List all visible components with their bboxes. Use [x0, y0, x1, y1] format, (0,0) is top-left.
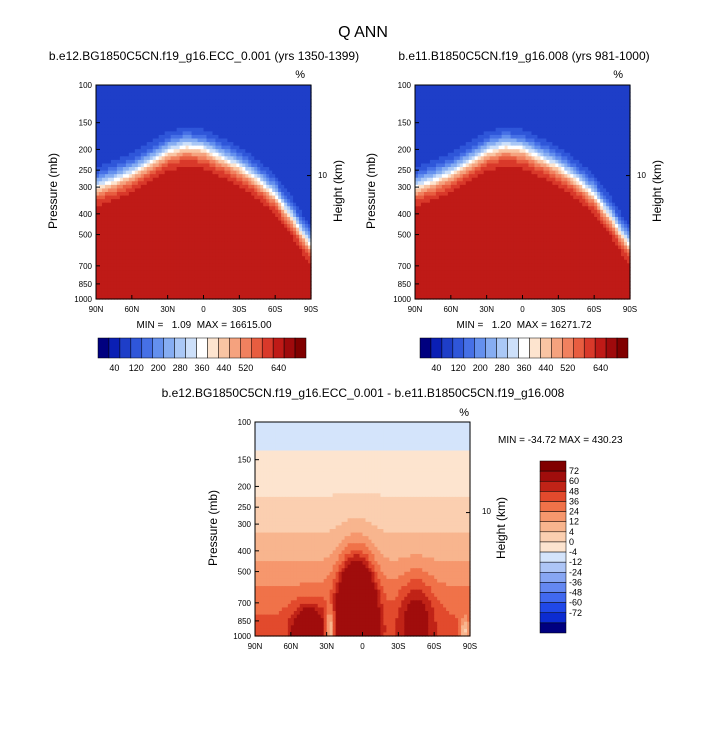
y-tick-label: 500 — [79, 231, 93, 240]
colorbar-swatch — [229, 338, 240, 358]
y-tick-label: 700 — [79, 262, 93, 271]
colorbar-swatch — [175, 338, 186, 358]
colorbar-swatch — [109, 338, 120, 358]
y-tick-label: 400 — [79, 210, 93, 219]
colorbar-swatch — [240, 338, 251, 358]
colorbar-swatch — [98, 338, 109, 358]
colorbar-swatch — [142, 338, 153, 358]
y-tick-label: 150 — [79, 119, 93, 128]
x-tick-label: 30N — [160, 305, 175, 314]
panel-1-stats: MIN = 1.09 MAX = 16615.00 — [136, 320, 272, 331]
colorbar-label: 520 — [238, 363, 253, 373]
panel-2-plot-area — [415, 85, 631, 300]
colorbar-swatch — [131, 338, 142, 358]
panel-1-colorbar: 40 120 200 280 360 440 520 640 — [98, 338, 306, 373]
panel-top-left: b.e12.BG1850C5CN.f19_g16.ECC_0.001 (yrs … — [46, 49, 359, 373]
y-tick-label: 200 — [79, 145, 93, 154]
colorbar-label: 200 — [151, 363, 166, 373]
colorbar-swatch — [153, 338, 164, 358]
colorbar-swatch — [218, 338, 229, 358]
panel-2-units: % — [613, 69, 623, 81]
colorbar-label: 280 — [173, 363, 188, 373]
y-tick-label: 100 — [79, 81, 93, 90]
colorbar-swatch — [273, 338, 284, 358]
panel-1-y2-axis-label: Height (km) — [331, 160, 345, 222]
panel-1-units: % — [295, 69, 305, 81]
panel-1-y2-tick-label: 10 — [318, 171, 327, 180]
colorbar-swatch — [197, 338, 208, 358]
panel-1-y-axis-label: Pressure (mb) — [46, 153, 60, 229]
colorbar-label: 40 — [109, 363, 119, 373]
colorbar-label: 440 — [216, 363, 231, 373]
colorbar-swatch — [207, 338, 218, 358]
colorbar-swatch — [295, 338, 306, 358]
y-tick-label: 1000 — [74, 295, 92, 304]
colorbar-swatch — [284, 338, 295, 358]
y-tick-label: 850 — [79, 280, 93, 289]
x-tick-label: 90S — [304, 305, 318, 314]
x-tick-label: 0 — [201, 305, 206, 314]
colorbar-swatch — [262, 338, 273, 358]
x-tick-label: 90N — [89, 305, 104, 314]
x-tick-label: 60N — [124, 305, 139, 314]
panel-1-title: b.e12.BG1850C5CN.f19_g16.ECC_0.001 (yrs … — [49, 49, 359, 63]
colorbar-label: 640 — [271, 363, 286, 373]
panel-2-title: b.e11.B1850C5CN.f19_g16.008 (yrs 981-100… — [398, 49, 649, 63]
y-tick-label: 250 — [79, 166, 93, 175]
colorbar-label: 120 — [129, 363, 144, 373]
colorbar-swatch — [120, 338, 131, 358]
x-tick-label: 60S — [268, 305, 282, 314]
panel-top-right: b.e11.B1850C5CN.f19_g16.008 (yrs 981-100… — [364, 49, 664, 373]
colorbar-swatch — [186, 338, 197, 358]
colorbar-swatch — [164, 338, 175, 358]
figure-title: Q ANN — [338, 24, 388, 41]
y-tick-label: 300 — [79, 183, 93, 192]
colorbar-label: 360 — [194, 363, 209, 373]
x-tick-label: 30S — [232, 305, 246, 314]
colorbar-swatch — [251, 338, 262, 358]
panel-1-plot-area — [96, 85, 312, 300]
